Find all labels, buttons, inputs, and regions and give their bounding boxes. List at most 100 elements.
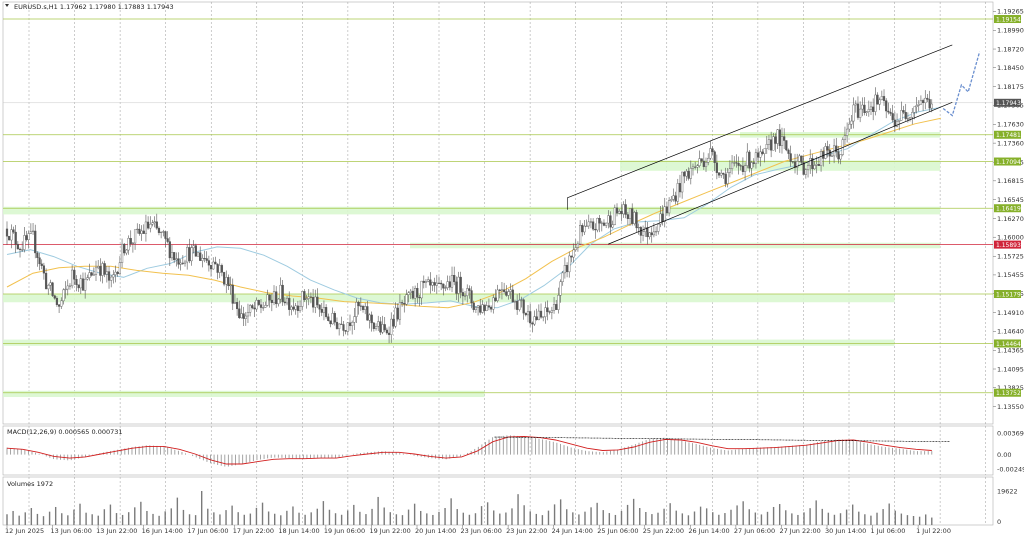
candle: [559, 279, 562, 303]
candle: [450, 266, 454, 293]
candle: [110, 275, 113, 288]
candle: [290, 305, 293, 316]
candle: [872, 98, 875, 121]
candle: [754, 148, 758, 169]
price-tick-label: 1.13550: [997, 403, 1024, 411]
chevron-down-icon[interactable]: [5, 4, 9, 7]
candle: [494, 289, 497, 302]
candle: [368, 313, 371, 329]
level-tag-label: 1.15893: [996, 242, 1021, 249]
candle: [112, 270, 115, 284]
candle: [216, 263, 219, 280]
price-tick-label: 1.18175: [997, 83, 1024, 91]
candle: [411, 286, 415, 300]
candle: [516, 294, 519, 315]
price-tick-label: 1.19265: [997, 8, 1024, 16]
panel-border: [2, 425, 994, 476]
candle: [437, 276, 441, 285]
candle: [867, 100, 870, 117]
candle: [730, 154, 734, 175]
price-tick-label: 1.13825: [997, 384, 1024, 392]
level-tag-label: 1.15179: [996, 291, 1021, 298]
macd-title: MACD(12,26,9) 0.000565 0.000731: [7, 428, 123, 436]
candle: [574, 239, 577, 252]
candle: [8, 235, 11, 241]
candle: [361, 304, 365, 313]
candle: [149, 216, 152, 233]
candle: [71, 265, 74, 289]
forecast-line: [942, 51, 981, 117]
candle: [316, 288, 319, 309]
candle: [103, 260, 106, 278]
candle: [565, 262, 569, 278]
candle: [225, 270, 228, 294]
candle: [27, 230, 30, 249]
candle: [613, 204, 616, 226]
candle: [144, 214, 148, 242]
candle: [179, 259, 182, 271]
candle: [476, 305, 480, 316]
candle: [646, 221, 649, 245]
candle: [698, 150, 701, 168]
axes: 1.19265 1.18990 1.18720 1.18450 1.18175 1.179…: [5, 8, 1024, 535]
candle: [64, 281, 67, 299]
candle: [665, 201, 669, 216]
candle: [51, 281, 54, 297]
time-tick-label: 27 Jun 22:00: [779, 527, 820, 535]
candle: [468, 285, 471, 299]
candle: [47, 283, 50, 295]
candle: [659, 205, 662, 228]
candle: [459, 271, 462, 299]
candle: [852, 97, 855, 129]
candle: [570, 255, 573, 263]
candle: [898, 119, 901, 131]
candle: [848, 117, 851, 132]
time-tick-label: 23 Jun 06:00: [461, 527, 502, 535]
candle: [136, 223, 139, 234]
candle: [748, 150, 751, 173]
candle: [737, 156, 740, 175]
candle: [107, 265, 111, 289]
time-tick-label: 19 Jun 06:00: [324, 527, 365, 535]
candle: [509, 283, 512, 299]
candle: [713, 150, 716, 172]
macd-tick-label: 0.00: [997, 451, 1011, 459]
candle: [344, 330, 347, 335]
candle: [255, 297, 258, 312]
candle: [796, 153, 799, 175]
candle: [168, 237, 171, 266]
time-tick-label: 24 Jun 14:00: [552, 527, 593, 535]
candle: [654, 226, 658, 236]
time-tick-label: 13 Jun 22:00: [96, 527, 137, 535]
candle: [77, 284, 80, 292]
candle: [869, 101, 873, 116]
candle: [327, 313, 330, 322]
candle: [511, 284, 514, 303]
candle: [596, 217, 599, 233]
zone-rect: [3, 206, 941, 215]
macd-signal-line: [6, 435, 932, 465]
candle: [138, 223, 141, 236]
candle: [826, 140, 829, 158]
time-tick-label: 18 Jun 14:00: [278, 527, 319, 535]
candle: [186, 244, 189, 270]
candle: [785, 140, 788, 152]
candle: [850, 115, 853, 129]
candle: [453, 266, 456, 286]
candle: [733, 156, 736, 167]
candle: [396, 303, 399, 322]
candle: [917, 100, 920, 112]
candle: [489, 305, 493, 313]
time-tick-label: 20 Jun 14:00: [415, 527, 456, 535]
channel-upper-line[interactable]: [567, 44, 953, 199]
candle: [283, 297, 286, 306]
candle: [676, 178, 679, 206]
level-tag: 1.15893: [994, 240, 1021, 249]
channel-lower-line[interactable]: [608, 101, 953, 245]
candle: [340, 316, 343, 325]
candle: [84, 272, 87, 299]
candle: [463, 291, 467, 301]
volumes-title: Volumes 1972: [7, 480, 53, 488]
candle: [524, 312, 527, 317]
